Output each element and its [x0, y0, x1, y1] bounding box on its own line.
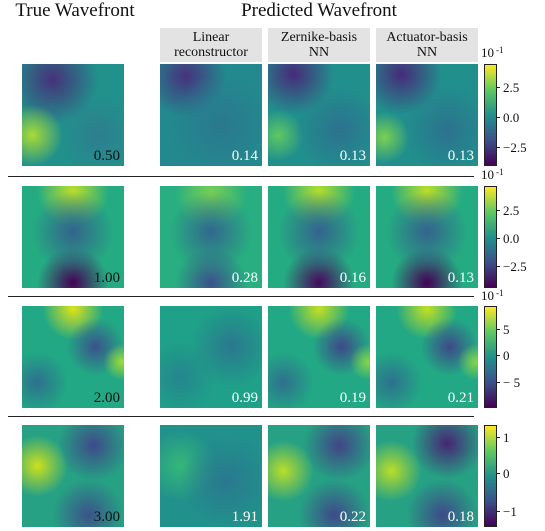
- column-header-line2: NN: [416, 45, 438, 60]
- wavefront-panel: 0.16: [268, 186, 370, 288]
- colorbar-tick-label: 2.5: [503, 80, 520, 95]
- true-wavefront-heading: True Wavefront: [15, 0, 135, 21]
- colorbar-tick: [496, 238, 500, 239]
- wavefront-panel: 0.22: [268, 425, 370, 527]
- colorbar-tick-label: −1: [503, 504, 517, 519]
- column-header-actuator: Actuator-basis NN: [376, 28, 478, 62]
- column-header-zernike: Zernike-basis NN: [268, 28, 370, 62]
- colorbar-tick-label: 0.0: [503, 231, 520, 246]
- colorbar-tick-label: −2.5: [503, 259, 527, 274]
- rms-value: 0.99: [231, 390, 258, 406]
- colorbar-tick-label: − 5: [503, 375, 521, 390]
- rms-value: 2.00: [93, 390, 120, 406]
- multiplier-exponent: -1: [496, 45, 504, 55]
- column-header-line1: Actuator-basis: [386, 30, 468, 45]
- wavefront-panel: 0.14: [160, 64, 262, 166]
- rms-value: 0.50: [93, 148, 120, 164]
- colorbar: [484, 306, 497, 408]
- row-separator: [8, 176, 474, 177]
- wavefront-panel: 0.50: [22, 64, 124, 166]
- colorbar-multiplier: 10 -1: [481, 287, 504, 302]
- colorbar-tick: [496, 355, 500, 356]
- multiplier-base: 10: [481, 167, 494, 182]
- column-header-line1: Zernike-basis: [280, 30, 358, 45]
- colorbar-tick: [496, 147, 500, 148]
- multiplier-exponent: -1: [496, 167, 504, 177]
- rms-value: 1.91: [231, 509, 258, 525]
- rms-value: 0.16: [339, 270, 366, 286]
- rms-value: 3.00: [93, 509, 120, 525]
- colorbar-tick-label: −2.5: [503, 140, 527, 155]
- colorbar-tick: [496, 117, 500, 118]
- wavefront-panel: 0.99: [160, 306, 262, 408]
- predicted-wavefront-heading: Predicted Wavefront: [241, 0, 397, 21]
- colorbar-tick-label: 0: [503, 348, 510, 363]
- rms-value: 0.22: [339, 509, 366, 525]
- column-header-line2: reconstructor: [174, 45, 248, 60]
- wavefront-panel: 0.13: [268, 64, 370, 166]
- rms-value: 0.13: [339, 148, 366, 164]
- colorbar-tick-label: 0: [503, 466, 510, 481]
- rms-value: 0.18: [447, 509, 474, 525]
- wavefront-panel: 1.00: [22, 186, 124, 288]
- colorbar-tick-label: 2.5: [503, 203, 520, 218]
- colorbar: [484, 425, 497, 527]
- wavefront-panel: 0.21: [376, 306, 478, 408]
- rms-value: 0.14: [231, 148, 258, 164]
- colorbar-multiplier: 10 -1: [481, 166, 504, 181]
- colorbar-tick: [496, 382, 500, 383]
- wavefront-panel: 3.00: [22, 425, 124, 527]
- row-separator: [8, 416, 474, 417]
- column-header-line1: Linear: [192, 30, 230, 45]
- colorbar-tick-label: 0.0: [503, 110, 520, 125]
- colorbar-tick: [496, 437, 500, 438]
- colorbar-tick: [496, 511, 500, 512]
- colorbar: [484, 64, 497, 166]
- multiplier-exponent: -1: [496, 288, 504, 298]
- wavefront-panel: 1.91: [160, 425, 262, 527]
- colorbar-tick-label: 5: [503, 322, 510, 337]
- column-header-line2: NN: [308, 45, 330, 60]
- rms-value: 0.28: [231, 270, 258, 286]
- wavefront-panel: 2.00: [22, 306, 124, 408]
- rms-value: 0.21: [447, 390, 474, 406]
- colorbar-tick-label: 1: [503, 430, 510, 445]
- wavefront-panel: 0.13: [376, 64, 478, 166]
- column-header-linear: Linear reconstructor: [160, 28, 262, 62]
- rms-value: 1.00: [93, 270, 120, 286]
- colorbar-tick: [496, 329, 500, 330]
- colorbar: [484, 186, 497, 288]
- multiplier-base: 10: [481, 45, 494, 60]
- wavefront-panel: 0.13: [376, 186, 478, 288]
- rms-value: 0.19: [339, 390, 366, 406]
- row-separator: [8, 296, 474, 297]
- rms-value: 0.13: [447, 148, 474, 164]
- colorbar-tick: [496, 266, 500, 267]
- wavefront-panel: 0.18: [376, 425, 478, 527]
- colorbar-tick: [496, 210, 500, 211]
- wavefront-panel: 0.19: [268, 306, 370, 408]
- rms-value: 0.13: [447, 270, 474, 286]
- colorbar-tick: [496, 87, 500, 88]
- colorbar-tick: [496, 473, 500, 474]
- multiplier-base: 10: [481, 288, 494, 303]
- wavefront-panel: 0.28: [160, 186, 262, 288]
- colorbar-multiplier: 10 -1: [481, 44, 504, 59]
